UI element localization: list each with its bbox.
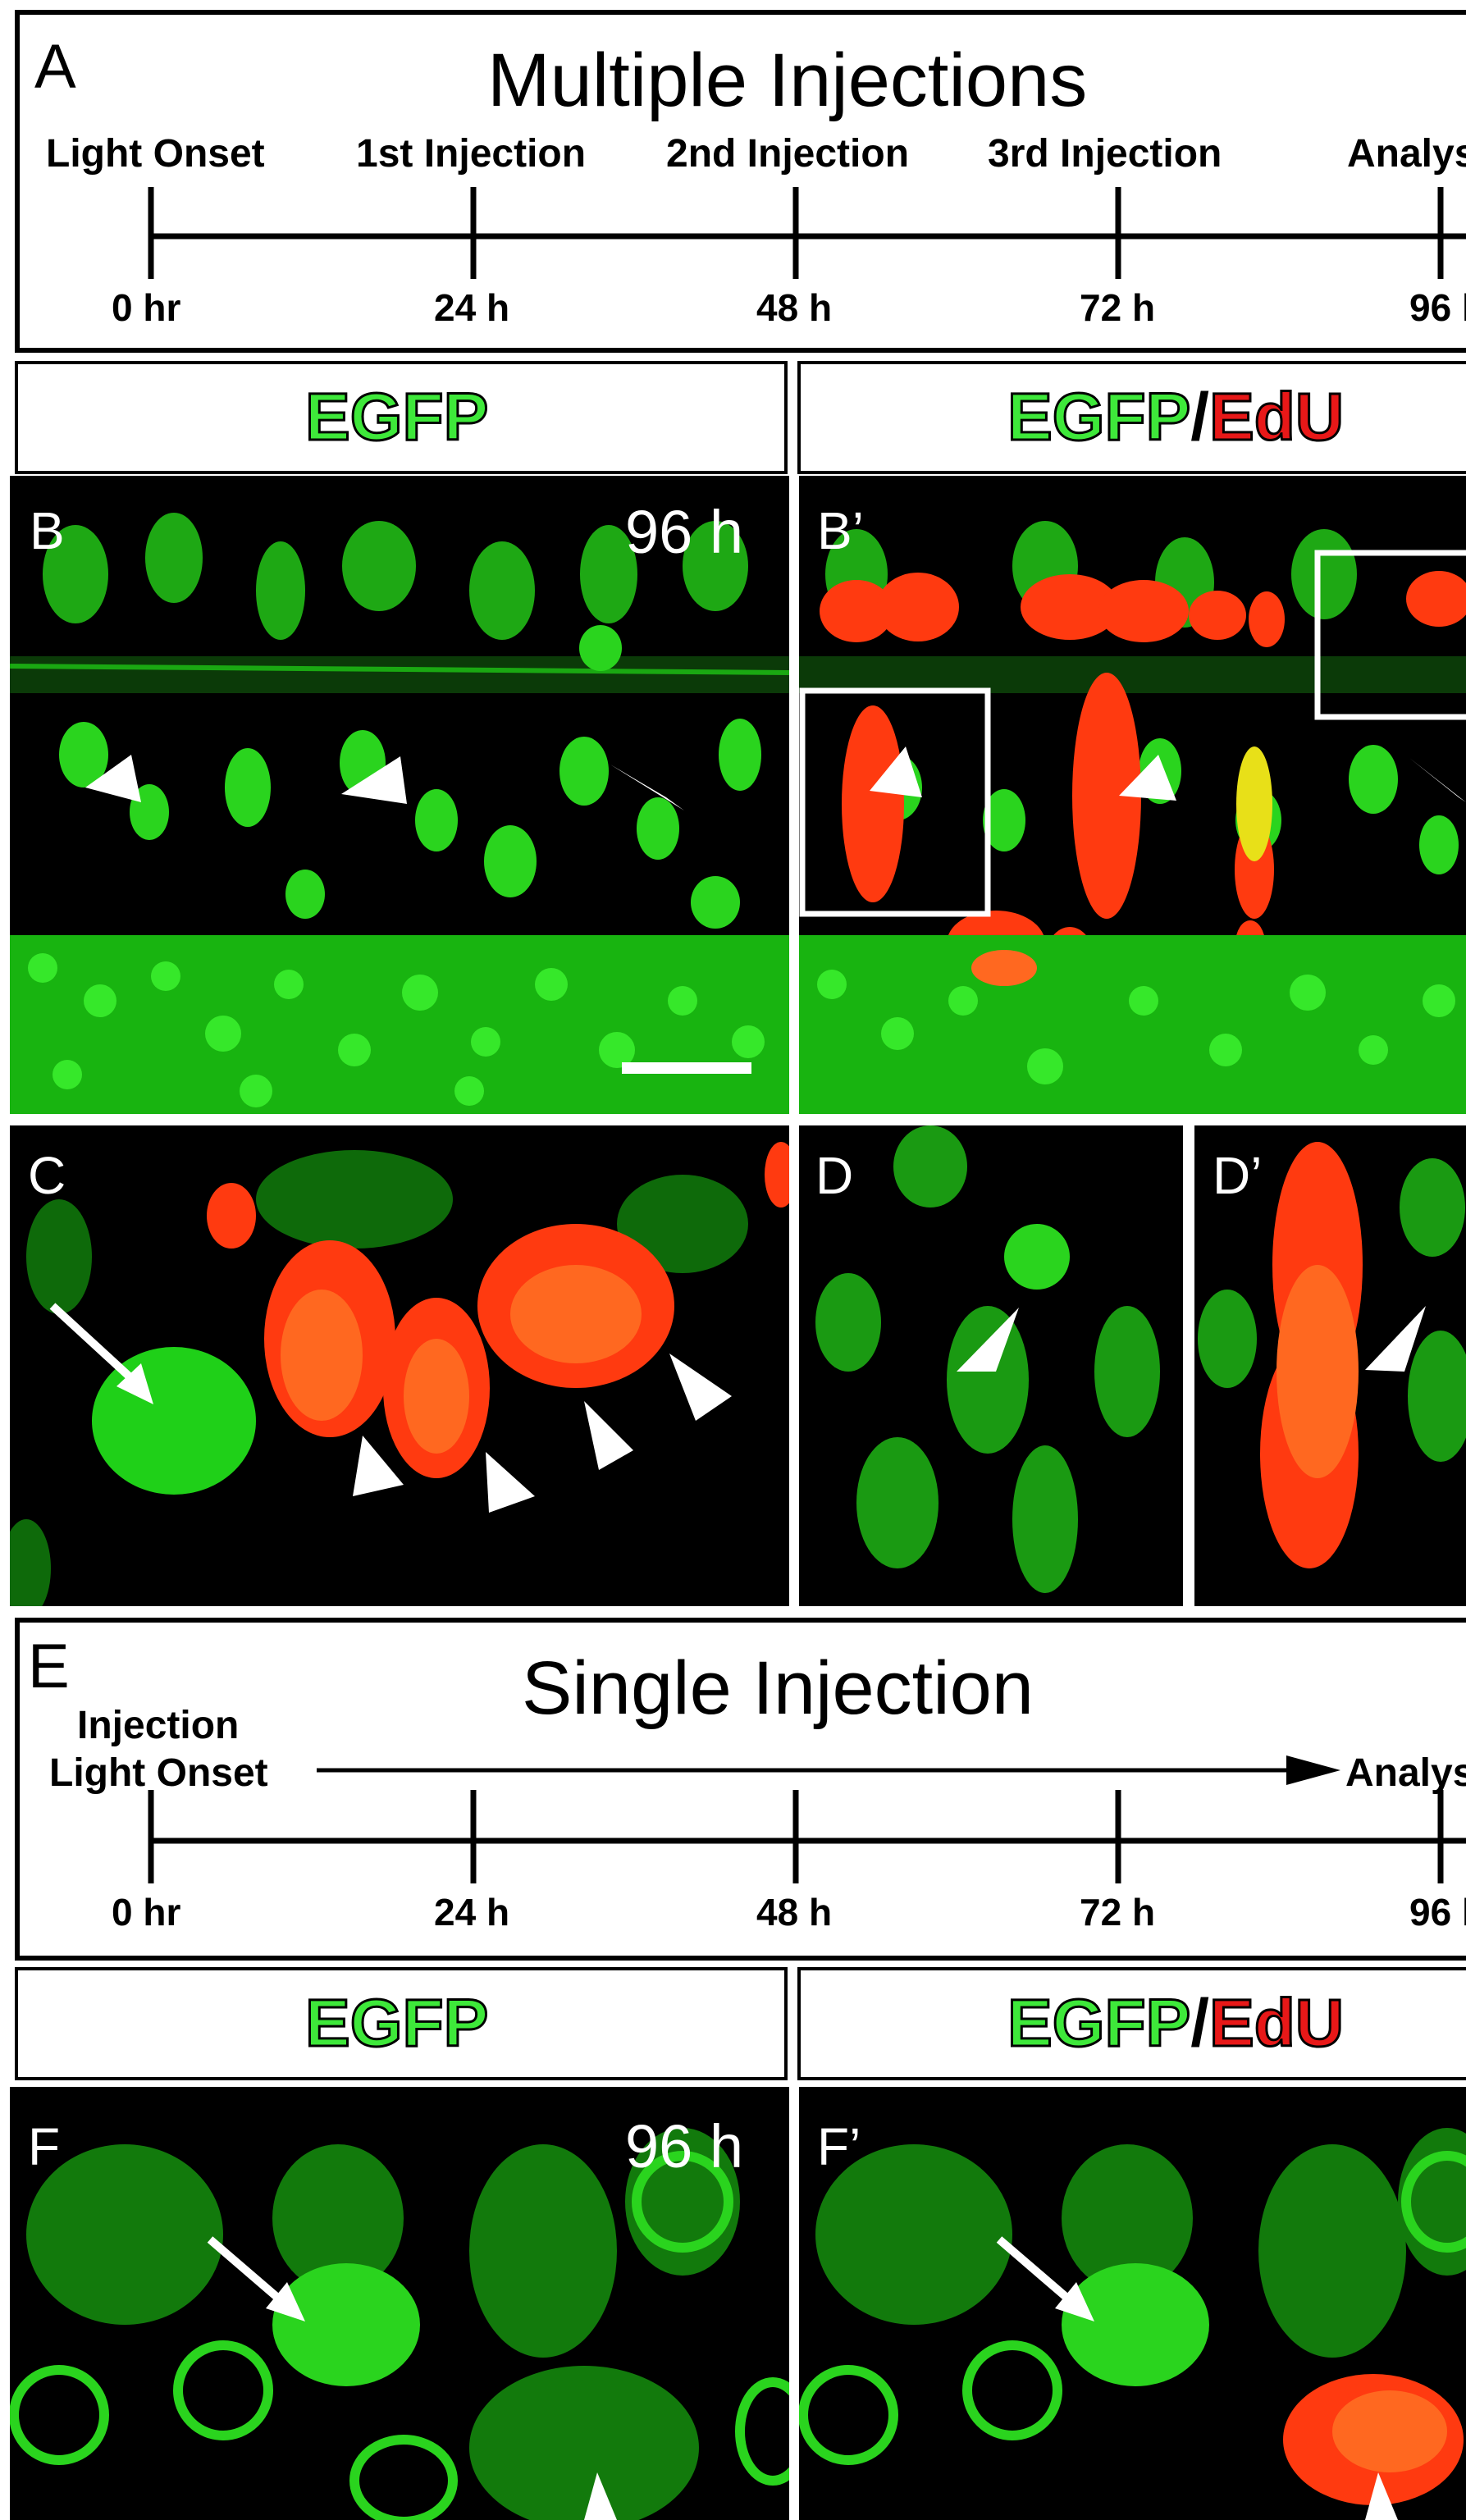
panel-f-time: 96 h: [625, 2112, 744, 2180]
panel-f-prime-letter: F’: [817, 2117, 861, 2176]
inset-box-1: [799, 687, 991, 917]
arrowhead-icon: [1119, 755, 1176, 801]
panel-b-micrograph: B 96 h: [10, 476, 789, 1114]
header-edu-1-label: EdU: [1208, 379, 1345, 456]
panel-a-letter: A: [34, 32, 76, 102]
arrowhead-icon: [341, 756, 407, 804]
tick-48h-2: 48 h: [756, 1891, 833, 1933]
header-egfp-2-label: EGFP: [1006, 379, 1191, 456]
event-light-onset: Light Onset: [46, 132, 265, 176]
event-light-onset-2: Light Onset: [49, 1751, 268, 1795]
panel-b-prime-micrograph: B’: [799, 476, 1466, 1114]
panel-f-letter: F: [28, 2117, 61, 2176]
arrowhead-icon: [1409, 758, 1466, 802]
event-injection: Injection: [77, 1704, 240, 1747]
arrow-icon: [207, 2236, 284, 2303]
inset-box-2: [1314, 550, 1466, 720]
arrowhead-icon: [669, 1354, 732, 1421]
panel-d-prime-micrograph: D’: [1194, 1125, 1466, 1606]
panel-f-prime-micrograph: F’: [799, 2087, 1466, 2520]
event-analysis: Analys: [1347, 132, 1466, 176]
panel-d-letter: D: [815, 1146, 854, 1205]
tick-96h-2: 96 h: [1409, 1891, 1466, 1933]
header-egfp-3: EGFP: [15, 1967, 788, 2080]
event-analysis-2: Analys: [1345, 1751, 1466, 1795]
panel-b-time: 96 h: [625, 498, 744, 566]
arrowhead-icon: [584, 1401, 633, 1470]
arrowhead-icon: [486, 1452, 535, 1513]
tick-24h-2: 24 h: [434, 1891, 510, 1933]
panel-b-image: [10, 476, 789, 1114]
header-edu-2-label: EdU: [1208, 1985, 1345, 2062]
panel-e-timeline: E Single Injection Injection Light Onset…: [15, 1618, 1466, 1961]
arrowhead-icon: [1365, 1306, 1426, 1372]
panel-d-image: [799, 1125, 1183, 1606]
header-egfp-4-label: EGFP: [1006, 1985, 1191, 2062]
tick-0hr-2: 0 hr: [112, 1891, 181, 1933]
tick-0hr: 0 hr: [112, 286, 181, 329]
tick-24h: 24 h: [434, 286, 510, 329]
panel-e-title: Single Injection: [522, 1646, 1034, 1730]
panel-b-letter: B: [30, 501, 65, 560]
header-egfp-1: EGFP: [15, 361, 788, 474]
arrowhead-icon: [85, 755, 141, 802]
panel-c-micrograph: C: [10, 1125, 789, 1606]
panel-d-prime-letter: D’: [1213, 1146, 1263, 1205]
header-egfp-edu-1: EGFP/EdU: [797, 361, 1466, 474]
tick-96h: 96 h: [1409, 286, 1466, 329]
arrow-icon: [49, 1303, 136, 1383]
panel-d-prime-image: [1194, 1125, 1466, 1606]
arrowhead-icon: [1365, 2472, 1398, 2520]
panel-c-letter: C: [28, 1146, 66, 1205]
panel-c-image: [10, 1125, 789, 1606]
arrowhead-icon: [957, 1308, 1019, 1372]
timeline-axis: [148, 187, 1466, 279]
panel-f-image: [10, 2087, 789, 2520]
panel-f-prime-image: [799, 2087, 1466, 2520]
panel-d-micrograph: D: [799, 1125, 1183, 1606]
timeline-axis-2: [148, 1755, 1466, 1883]
panel-b-prime-image: [799, 476, 1466, 1114]
tick-72h: 72 h: [1080, 286, 1156, 329]
header-slash-2: /: [1190, 1986, 1210, 2061]
panel-e-letter: E: [28, 1632, 70, 1701]
arrow-icon: [996, 2236, 1073, 2303]
panel-a-title: Multiple Injections: [487, 39, 1088, 122]
arrowhead-icon: [584, 2472, 617, 2520]
header-egfp-3-label: EGFP: [304, 1985, 489, 2062]
arrowhead-icon: [870, 746, 922, 797]
header-slash-1: /: [1190, 380, 1210, 454]
arrowhead-icon: [353, 1436, 404, 1496]
tick-48h: 48 h: [756, 286, 833, 329]
panel-a-timeline: A Multiple Injections Light Onset 1st In…: [15, 10, 1466, 353]
event-3rd-injection: 3rd Injection: [988, 132, 1222, 176]
arrowhead-icon: [610, 765, 684, 810]
header-egfp-edu-2: EGFP/EdU: [797, 1967, 1466, 2080]
panel-b-prime-letter: B’: [817, 501, 864, 560]
event-2nd-injection: 2nd Injection: [666, 132, 910, 176]
panel-f-micrograph: F 96 h: [10, 2087, 789, 2520]
tick-72h-2: 72 h: [1080, 1891, 1156, 1933]
event-1st-injection: 1st Injection: [356, 132, 587, 176]
header-egfp-1-label: EGFP: [304, 379, 489, 456]
